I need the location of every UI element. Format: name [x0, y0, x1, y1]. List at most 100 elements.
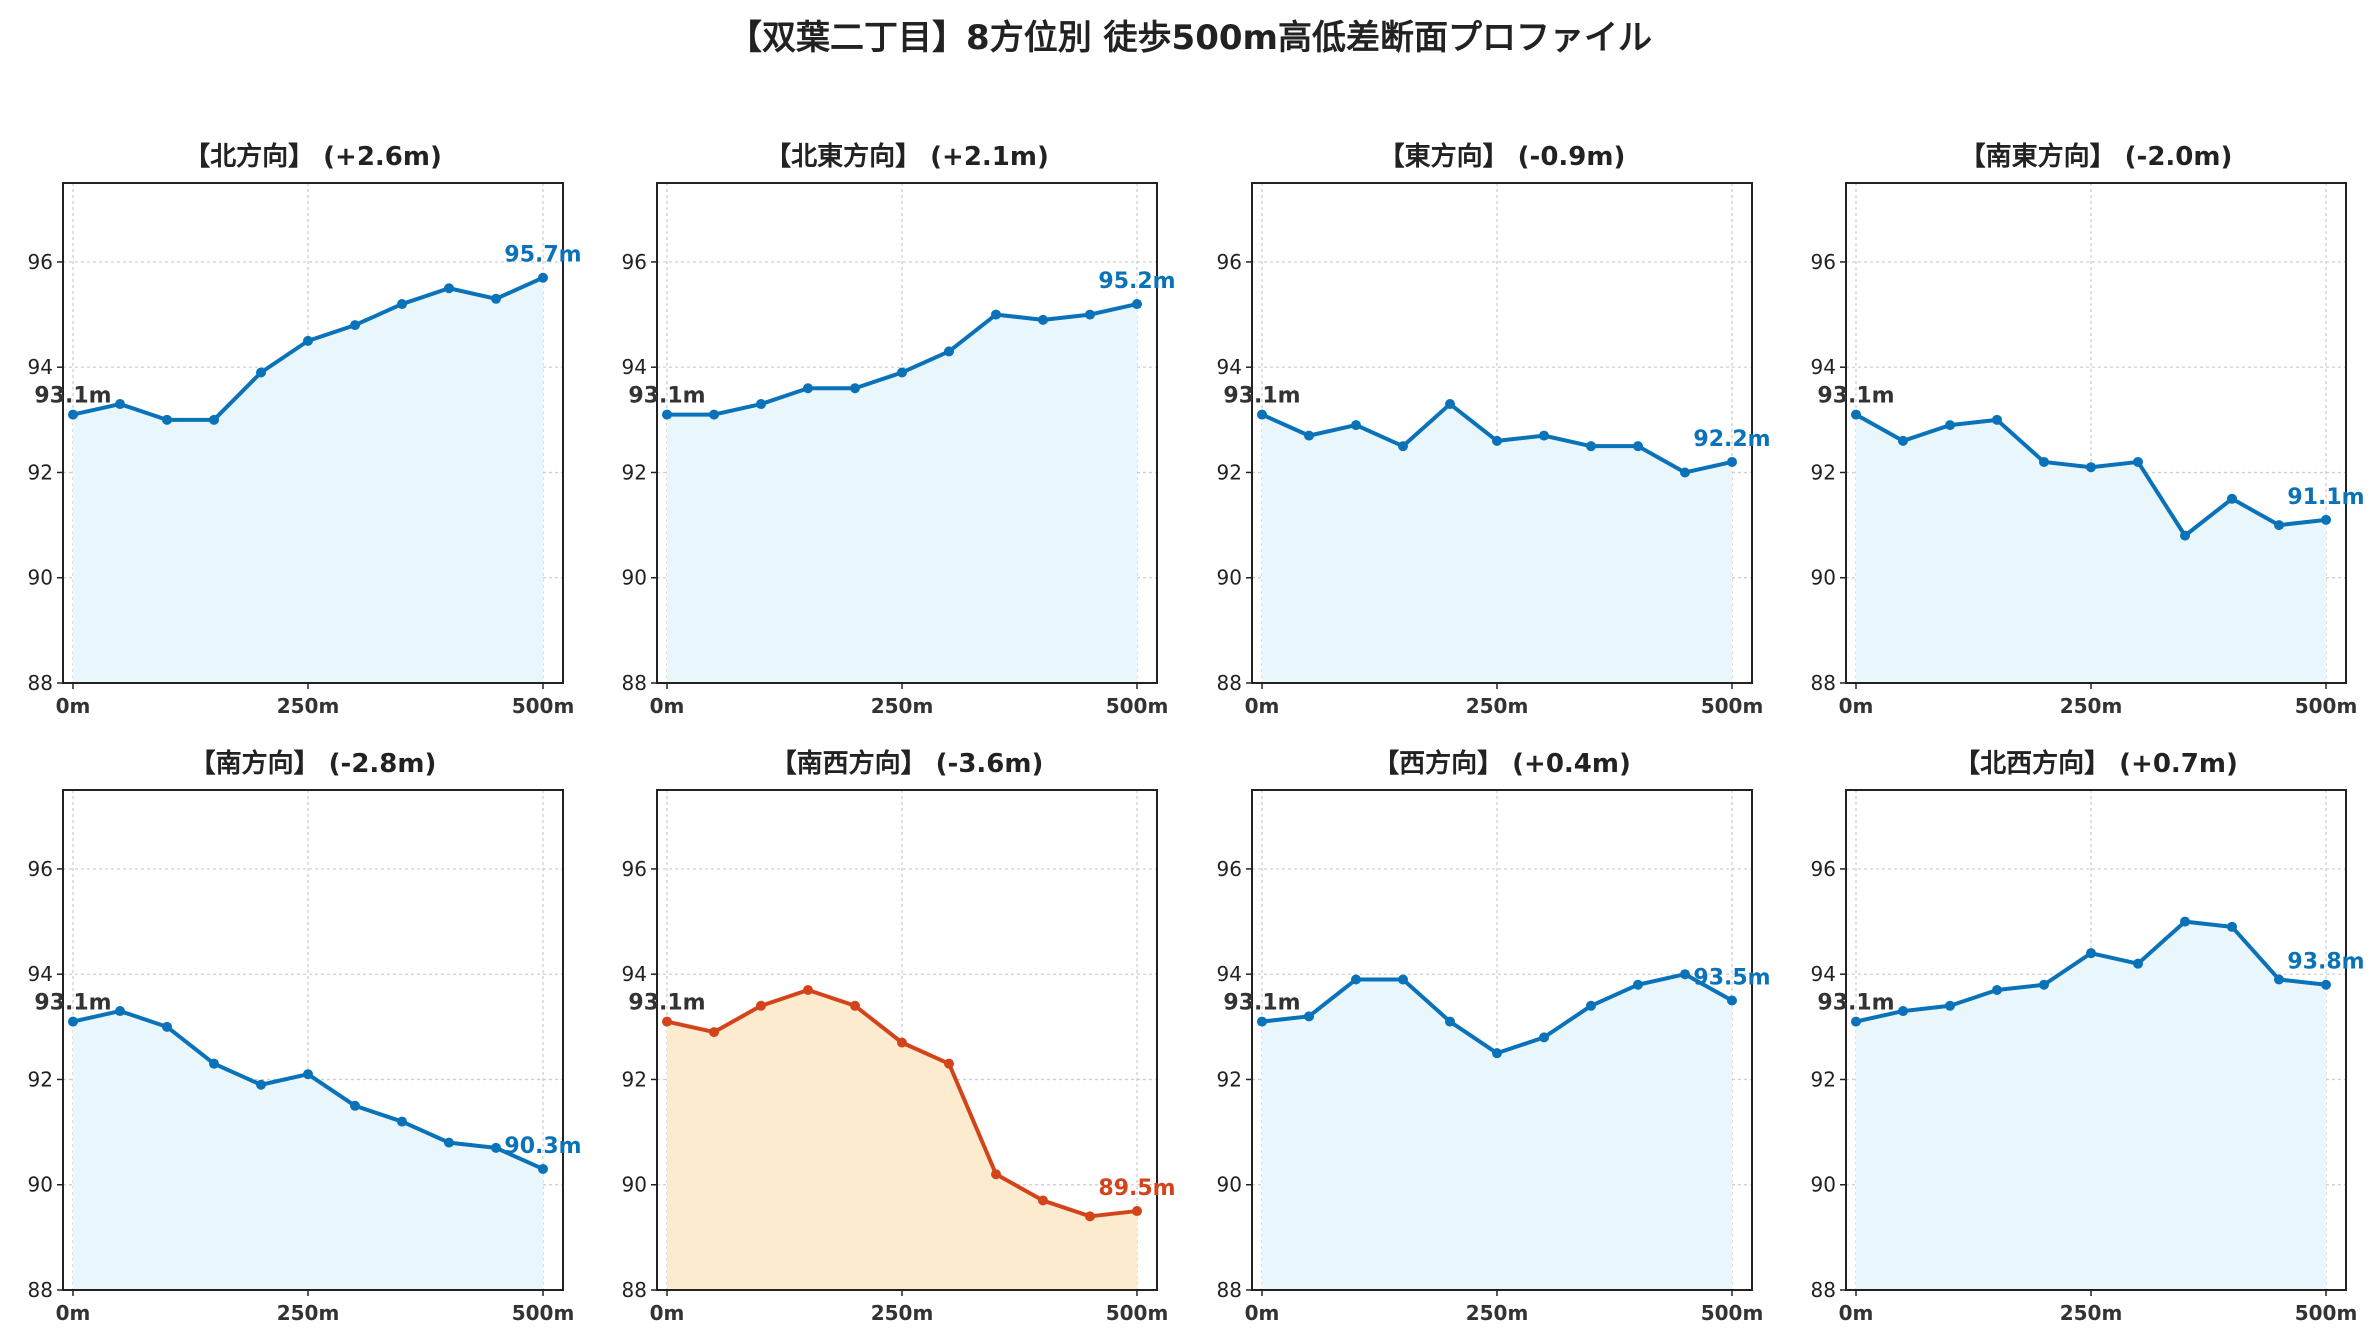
x-tick-label: 250m	[1466, 694, 1529, 718]
end-elevation-label: 92.2m	[1693, 427, 1770, 452]
data-point	[1945, 420, 1955, 431]
x-tick-label: 0m	[650, 694, 685, 718]
y-tick-label: 96	[28, 250, 53, 274]
area-fill	[1856, 414, 2326, 683]
subplot-title: 【南方向】 (-2.8m)	[190, 748, 437, 779]
x-tick-label: 0m	[1839, 1301, 1874, 1325]
area-fill	[1262, 974, 1732, 1290]
subplot: 【西方向】 (+0.4m) 88 90 92 94 96 0m 250m 500m 93.1m 93…	[1217, 748, 1771, 1325]
data-point	[1304, 1011, 1314, 1022]
data-point	[1851, 1016, 1861, 1027]
data-point	[2086, 462, 2096, 473]
y-tick-label: 94	[1217, 355, 1242, 379]
data-point	[209, 1058, 219, 1069]
y-tick-label: 96	[622, 857, 647, 881]
data-point	[1992, 414, 2002, 425]
plot-frame	[62, 789, 564, 1291]
data-point	[1586, 441, 1596, 452]
data-point	[397, 1116, 407, 1127]
data-point	[68, 409, 78, 420]
x-tick-label: 500m	[1106, 694, 1169, 718]
data-point	[897, 367, 907, 378]
area-fill	[667, 304, 1137, 683]
x-tick-label: 250m	[277, 1301, 340, 1325]
y-tick-label: 94	[622, 962, 647, 986]
data-point	[1539, 1032, 1549, 1043]
start-elevation-label: 93.1m	[34, 991, 111, 1016]
data-point	[162, 1021, 172, 1032]
y-tick-label: 90	[622, 1173, 647, 1197]
subplot: 【北西方向】 (+0.7m) 88 90 92 94 96 0m 250m 500m 93.1m 9…	[1811, 748, 2365, 1325]
data-point	[1539, 430, 1549, 441]
data-point	[2133, 958, 2143, 969]
data-point	[1680, 467, 1690, 478]
data-point	[944, 346, 954, 357]
y-tick-label: 96	[622, 250, 647, 274]
data-point	[115, 1006, 125, 1017]
y-tick-label: 90	[28, 566, 53, 590]
x-tick-label: 0m	[56, 1301, 91, 1325]
data-point	[1992, 985, 2002, 995]
data-point	[1851, 409, 1861, 420]
x-tick-label: 500m	[2295, 694, 2358, 718]
y-tick-label: 92	[28, 460, 53, 484]
subplot-title: 【西方向】 (+0.4m)	[1373, 748, 1631, 779]
data-point	[897, 1037, 907, 1048]
y-tick-label: 92	[622, 460, 647, 484]
data-point	[1132, 1206, 1142, 1217]
plot-frame	[1845, 182, 2347, 684]
plot-frame	[1251, 182, 1753, 684]
y-tick-label: 96	[1811, 857, 1836, 881]
y-tick-label: 92	[28, 1067, 53, 1091]
y-tick-label: 90	[622, 566, 647, 590]
data-point	[209, 414, 219, 425]
end-elevation-label: 93.5m	[1693, 966, 1770, 991]
y-tick-label: 92	[1217, 460, 1242, 484]
x-tick-label: 500m	[1701, 694, 1764, 718]
x-tick-label: 500m	[1106, 1301, 1169, 1325]
x-tick-label: 250m	[1466, 1301, 1529, 1325]
x-tick-label: 0m	[1839, 694, 1874, 718]
data-point	[1351, 420, 1361, 431]
data-point	[2133, 456, 2143, 467]
start-elevation-label: 93.1m	[1817, 384, 1894, 409]
data-point	[803, 985, 813, 995]
data-point	[1304, 430, 1314, 441]
x-tick-label: 250m	[871, 694, 934, 718]
x-tick-label: 500m	[512, 694, 575, 718]
data-point	[709, 1027, 719, 1038]
y-tick-label: 96	[28, 857, 53, 881]
data-point	[1038, 314, 1048, 325]
data-point	[2039, 979, 2049, 990]
y-tick-label: 88	[28, 671, 53, 695]
x-tick-label: 250m	[871, 1301, 934, 1325]
data-point	[303, 335, 313, 346]
data-point	[1445, 399, 1455, 410]
subplot-title: 【北方向】 (+2.6m)	[184, 141, 442, 172]
x-tick-label: 500m	[1701, 1301, 1764, 1325]
y-tick-label: 88	[1811, 671, 1836, 695]
data-point	[491, 293, 501, 304]
data-point	[1398, 441, 1408, 452]
data-point	[1351, 974, 1361, 985]
data-point	[709, 409, 719, 420]
data-point	[2086, 948, 2096, 959]
subplot: 【北東方向】 (+2.1m) 88 90 92 94 96 0m 250m 500m 93.1m 9…	[622, 141, 1176, 718]
data-point	[2227, 493, 2237, 504]
subplot: 【南西方向】 (-3.6m) 88 90 92 94 96 0m 250m 500m 93.1m 8…	[622, 748, 1176, 1325]
y-tick-label: 94	[622, 355, 647, 379]
data-point	[491, 1142, 501, 1153]
start-elevation-label: 93.1m	[628, 991, 705, 1016]
data-point	[756, 1000, 766, 1011]
data-point	[2180, 916, 2190, 927]
data-point	[162, 414, 172, 425]
y-tick-label: 88	[1811, 1278, 1836, 1302]
x-tick-label: 250m	[2060, 694, 2123, 718]
data-point	[662, 409, 672, 420]
subplot: 【北方向】 (+2.6m) 88 90 92 94 96 0m 250m 500m 93.1m 95…	[28, 141, 582, 718]
data-point	[1492, 1048, 1502, 1059]
data-point	[256, 367, 266, 378]
y-tick-label: 96	[1217, 250, 1242, 274]
y-tick-label: 90	[1811, 566, 1836, 590]
y-tick-label: 94	[1811, 355, 1836, 379]
